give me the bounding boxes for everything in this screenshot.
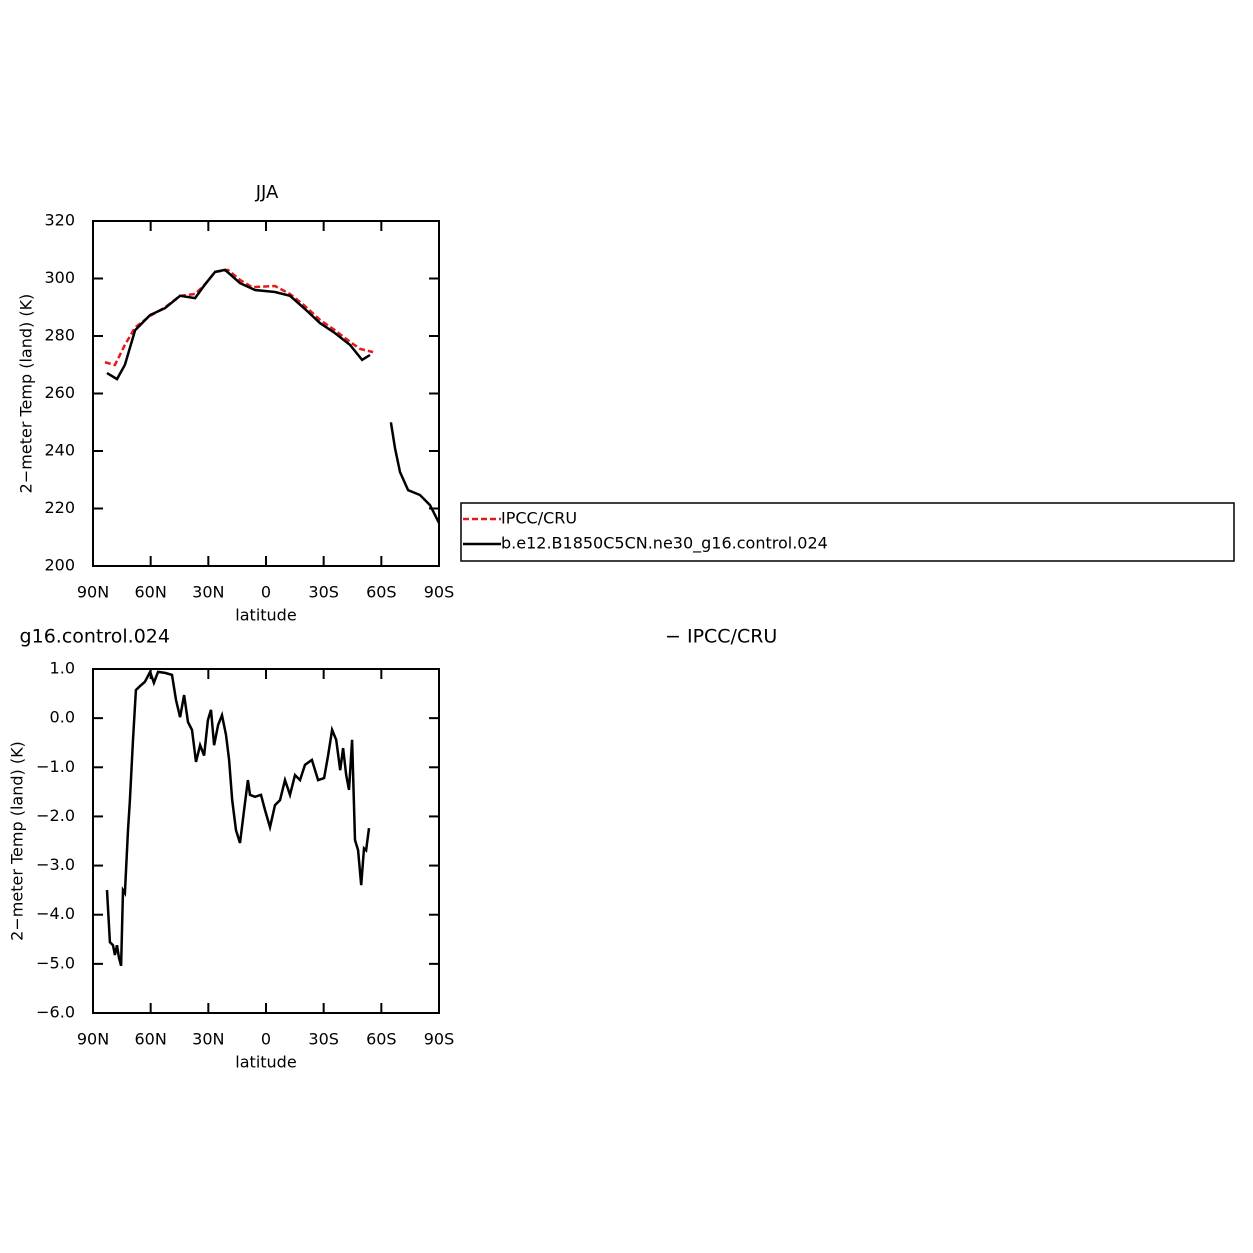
x-tick-label: 90S	[424, 1030, 455, 1049]
y-tick-label: 260	[44, 383, 75, 402]
x-tick-label: 0	[261, 583, 271, 602]
x-tick-label: 30N	[192, 583, 224, 602]
y-tick-label: 220	[44, 498, 75, 517]
y-tick-label: 320	[44, 211, 75, 230]
legend-label: IPCC/CRU	[501, 509, 577, 528]
y-tick-label: −3.0	[36, 855, 75, 874]
chart-title-right: − IPCC/CRU	[665, 626, 777, 648]
y-axis-label: 2−meter Temp (land) (K)	[8, 741, 27, 941]
x-tick-label: 60S	[366, 583, 397, 602]
legend-label: b.e12.B1850C5CN.ne30_g16.control.024	[501, 534, 828, 554]
y-tick-label: 200	[44, 556, 75, 575]
plot-frame	[92, 668, 440, 1014]
y-axis-label: 2−meter Temp (land) (K)	[17, 294, 36, 494]
chart-title: JJA	[255, 182, 279, 203]
x-tick-label: 30S	[308, 1030, 339, 1049]
x-axis-label: latitude	[235, 606, 296, 625]
y-tick-label: 1.0	[50, 659, 75, 678]
legend-box	[460, 502, 1235, 562]
y-tick-label: 0.0	[50, 708, 75, 727]
data-line	[106, 268, 371, 381]
x-tick-label: 60N	[135, 583, 167, 602]
x-axis-label: latitude	[235, 1053, 296, 1072]
data-line	[105, 668, 371, 967]
y-tick-label: −2.0	[36, 806, 75, 825]
x-tick-label: 90N	[77, 1030, 109, 1049]
y-tick-label: 280	[44, 326, 75, 345]
data-line	[389, 422, 441, 524]
y-tick-label: −1.0	[36, 757, 75, 776]
data-line	[104, 268, 374, 367]
x-tick-label: 30N	[192, 1030, 224, 1049]
x-tick-label: 30S	[308, 583, 339, 602]
x-tick-label: 90N	[77, 583, 109, 602]
x-tick-label: 60N	[135, 1030, 167, 1049]
y-tick-label: 300	[44, 268, 75, 287]
y-tick-label: −6.0	[36, 1003, 75, 1022]
chart-title-left: g16.control.024	[20, 626, 170, 648]
x-tick-label: 60S	[366, 1030, 397, 1049]
plot-frame	[92, 220, 440, 567]
y-tick-label: −5.0	[36, 953, 75, 972]
y-tick-label: 240	[44, 441, 75, 460]
x-tick-label: 0	[261, 1030, 271, 1049]
x-tick-label: 90S	[424, 583, 455, 602]
y-tick-label: −4.0	[36, 904, 75, 923]
